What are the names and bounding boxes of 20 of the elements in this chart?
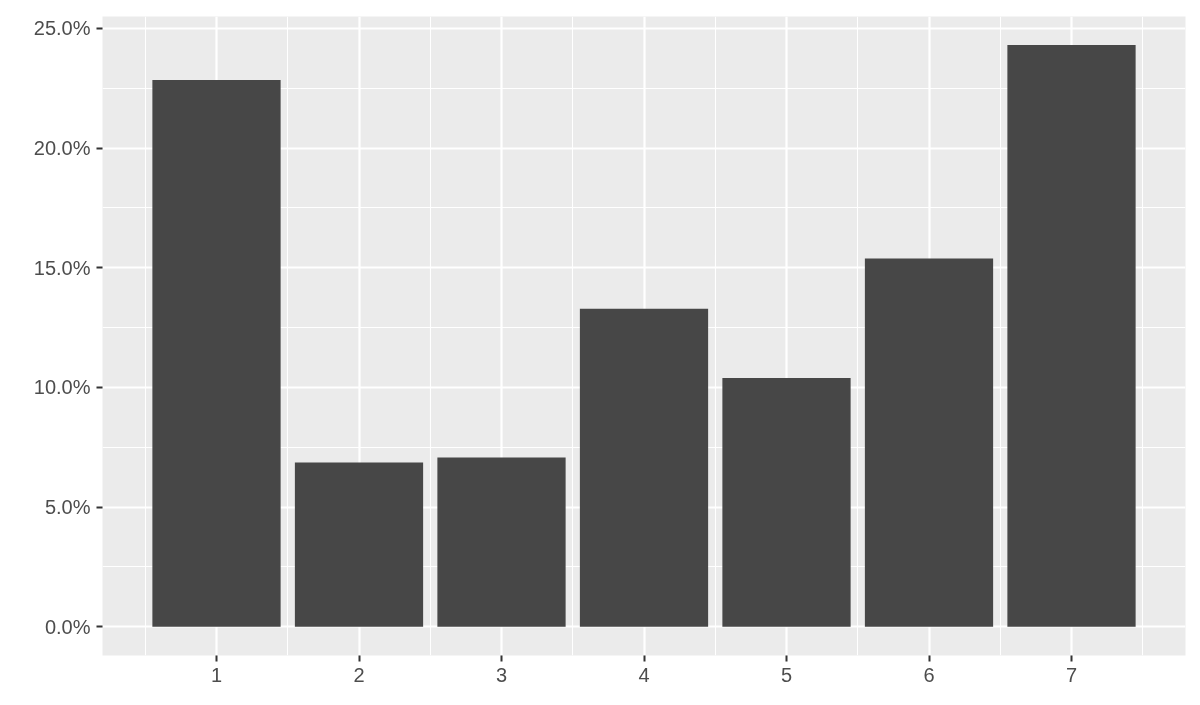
x-tick-label: 2 bbox=[353, 663, 365, 686]
y-tick-label: 10.0% bbox=[33, 376, 91, 399]
bar bbox=[579, 308, 709, 627]
bar bbox=[1007, 44, 1136, 627]
bar bbox=[294, 462, 424, 627]
x-tick-label: 4 bbox=[638, 663, 650, 686]
x-tick-label: 7 bbox=[1065, 663, 1078, 686]
bar bbox=[152, 79, 281, 627]
bar bbox=[722, 378, 851, 627]
y-tick-label: 0.0% bbox=[44, 615, 91, 638]
y-tick-label: 5.0% bbox=[44, 496, 91, 519]
x-tick-label: 3 bbox=[495, 663, 508, 686]
y-tick-label: 20.0% bbox=[33, 137, 91, 160]
x-tick-label: 6 bbox=[923, 663, 935, 686]
bar bbox=[864, 258, 994, 627]
x-tick-label: 5 bbox=[780, 663, 793, 686]
y-tick-label: 25.0% bbox=[33, 17, 91, 40]
bar bbox=[437, 457, 566, 627]
x-tick-label: 1 bbox=[210, 663, 223, 686]
y-tick-label: 15.0% bbox=[33, 256, 91, 279]
